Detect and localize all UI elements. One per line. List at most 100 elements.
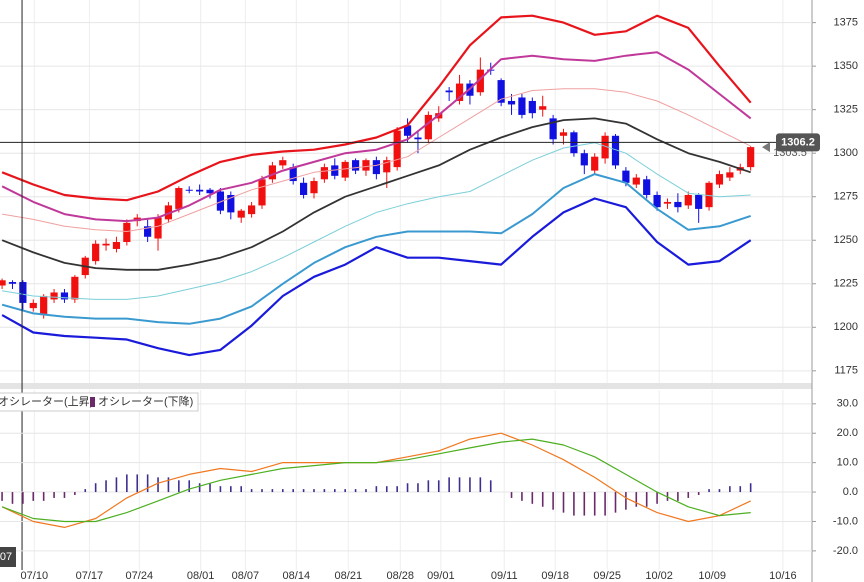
candle-body <box>424 114 432 140</box>
candle-body <box>92 243 100 262</box>
x-tick-label: 10/02 <box>645 570 673 582</box>
y-tick-label: 1250 <box>834 234 858 246</box>
y-tick-label: 1375 <box>834 17 858 29</box>
candle-body <box>164 205 173 220</box>
candle-body <box>175 188 183 209</box>
candle-body <box>383 160 391 173</box>
candle-body <box>185 189 193 191</box>
candle-body <box>8 282 17 284</box>
candle-body <box>144 226 152 237</box>
candle-body <box>622 170 630 183</box>
candle-body <box>258 179 266 206</box>
candle-body <box>227 194 235 213</box>
candle-body <box>497 80 505 103</box>
candle-body <box>580 153 588 166</box>
y-tick-label: 1275 <box>834 191 858 203</box>
y-tick-label: -10.0 <box>833 515 858 527</box>
candle-body <box>29 302 37 309</box>
candle-body <box>50 292 58 300</box>
candle-body <box>123 222 131 242</box>
candle-body <box>643 179 651 195</box>
x-tick-label: 07/10 <box>21 570 49 582</box>
candle-body <box>331 165 339 176</box>
y-tick-label: 1225 <box>834 278 858 290</box>
x-tick-label: 07/17 <box>76 570 104 582</box>
y-tick-label: 1325 <box>834 104 858 116</box>
price-tag-label: 1306.2 <box>781 136 815 148</box>
panel-separator <box>0 383 812 389</box>
candle-body <box>299 182 308 195</box>
candle-body <box>310 181 318 194</box>
candle-body <box>611 135 620 166</box>
candle-body <box>684 194 692 206</box>
candle-body <box>539 106 547 110</box>
legend-box <box>0 392 199 412</box>
candle-body <box>372 160 380 175</box>
x-tick-label: 09/25 <box>593 570 621 582</box>
x-tick-label: 07/24 <box>126 570 154 582</box>
crosshair-date-label: 07 <box>0 551 12 563</box>
candle-body <box>601 135 609 159</box>
candle-body <box>71 276 79 300</box>
candle-body <box>268 165 276 180</box>
candle-body <box>351 160 360 171</box>
y-tick-label: 20.0 <box>837 427 858 439</box>
candle-body <box>196 189 204 192</box>
band-line <box>1 51 752 223</box>
x-tick-label: 08/07 <box>232 570 260 582</box>
candle-body <box>705 182 713 208</box>
candle-body <box>206 189 214 194</box>
legend-swatch <box>90 397 95 407</box>
candle-body <box>289 167 297 182</box>
candle-body <box>663 201 672 204</box>
legend-label: オシレーター(上昇) <box>0 395 93 408</box>
band-line <box>1 173 752 325</box>
x-tick-label: 10/09 <box>698 570 726 582</box>
y-tick-label: 0.0 <box>843 486 858 498</box>
candle-body <box>528 100 536 114</box>
x-tick-label: 10/16 <box>769 570 797 582</box>
band-line <box>2 142 751 300</box>
band-line <box>1 117 751 271</box>
candle-body <box>60 292 69 300</box>
candle-body <box>549 118 557 140</box>
y-tick-label: 10.0 <box>837 457 858 469</box>
candle-body <box>674 201 682 208</box>
last-price-marker <box>762 142 770 153</box>
band-line <box>1 14 752 202</box>
candle-body <box>154 217 162 239</box>
x-tick-label: 09/18 <box>541 570 569 582</box>
legend: オシレーター(上昇) オシレーター(下降) <box>0 392 199 412</box>
candle-body <box>507 100 516 105</box>
candle-body <box>695 194 703 209</box>
y-tick-label: 1200 <box>834 321 858 333</box>
candle-body <box>403 125 412 136</box>
candle-body <box>320 167 328 180</box>
y-tick-label: 1350 <box>834 60 858 72</box>
crosshair-date-tag <box>0 547 16 567</box>
x-tick-label: 08/01 <box>187 570 215 582</box>
candle-body <box>0 280 6 286</box>
candle-body <box>362 160 370 171</box>
candle-body <box>341 161 349 178</box>
candle-body <box>518 97 526 115</box>
candle-body <box>726 172 734 178</box>
y-tick-label: -20.0 <box>833 545 858 557</box>
last-price-label: 1303.5 <box>773 147 807 159</box>
candle-body <box>40 295 48 316</box>
candle-body <box>102 243 110 246</box>
x-tick-label: 09/01 <box>427 570 455 582</box>
band-line <box>2 88 751 232</box>
candle-body <box>632 177 640 185</box>
candle-body <box>414 137 422 140</box>
band-line <box>1 197 752 357</box>
candle-body <box>747 147 755 168</box>
candle-body <box>445 90 453 93</box>
candle-body <box>248 205 256 215</box>
x-tick-label: 08/14 <box>283 570 311 582</box>
y-tick-label: 1175 <box>834 365 858 377</box>
candle-body <box>653 194 661 208</box>
candle-body <box>237 210 245 218</box>
candle-body <box>112 241 121 249</box>
